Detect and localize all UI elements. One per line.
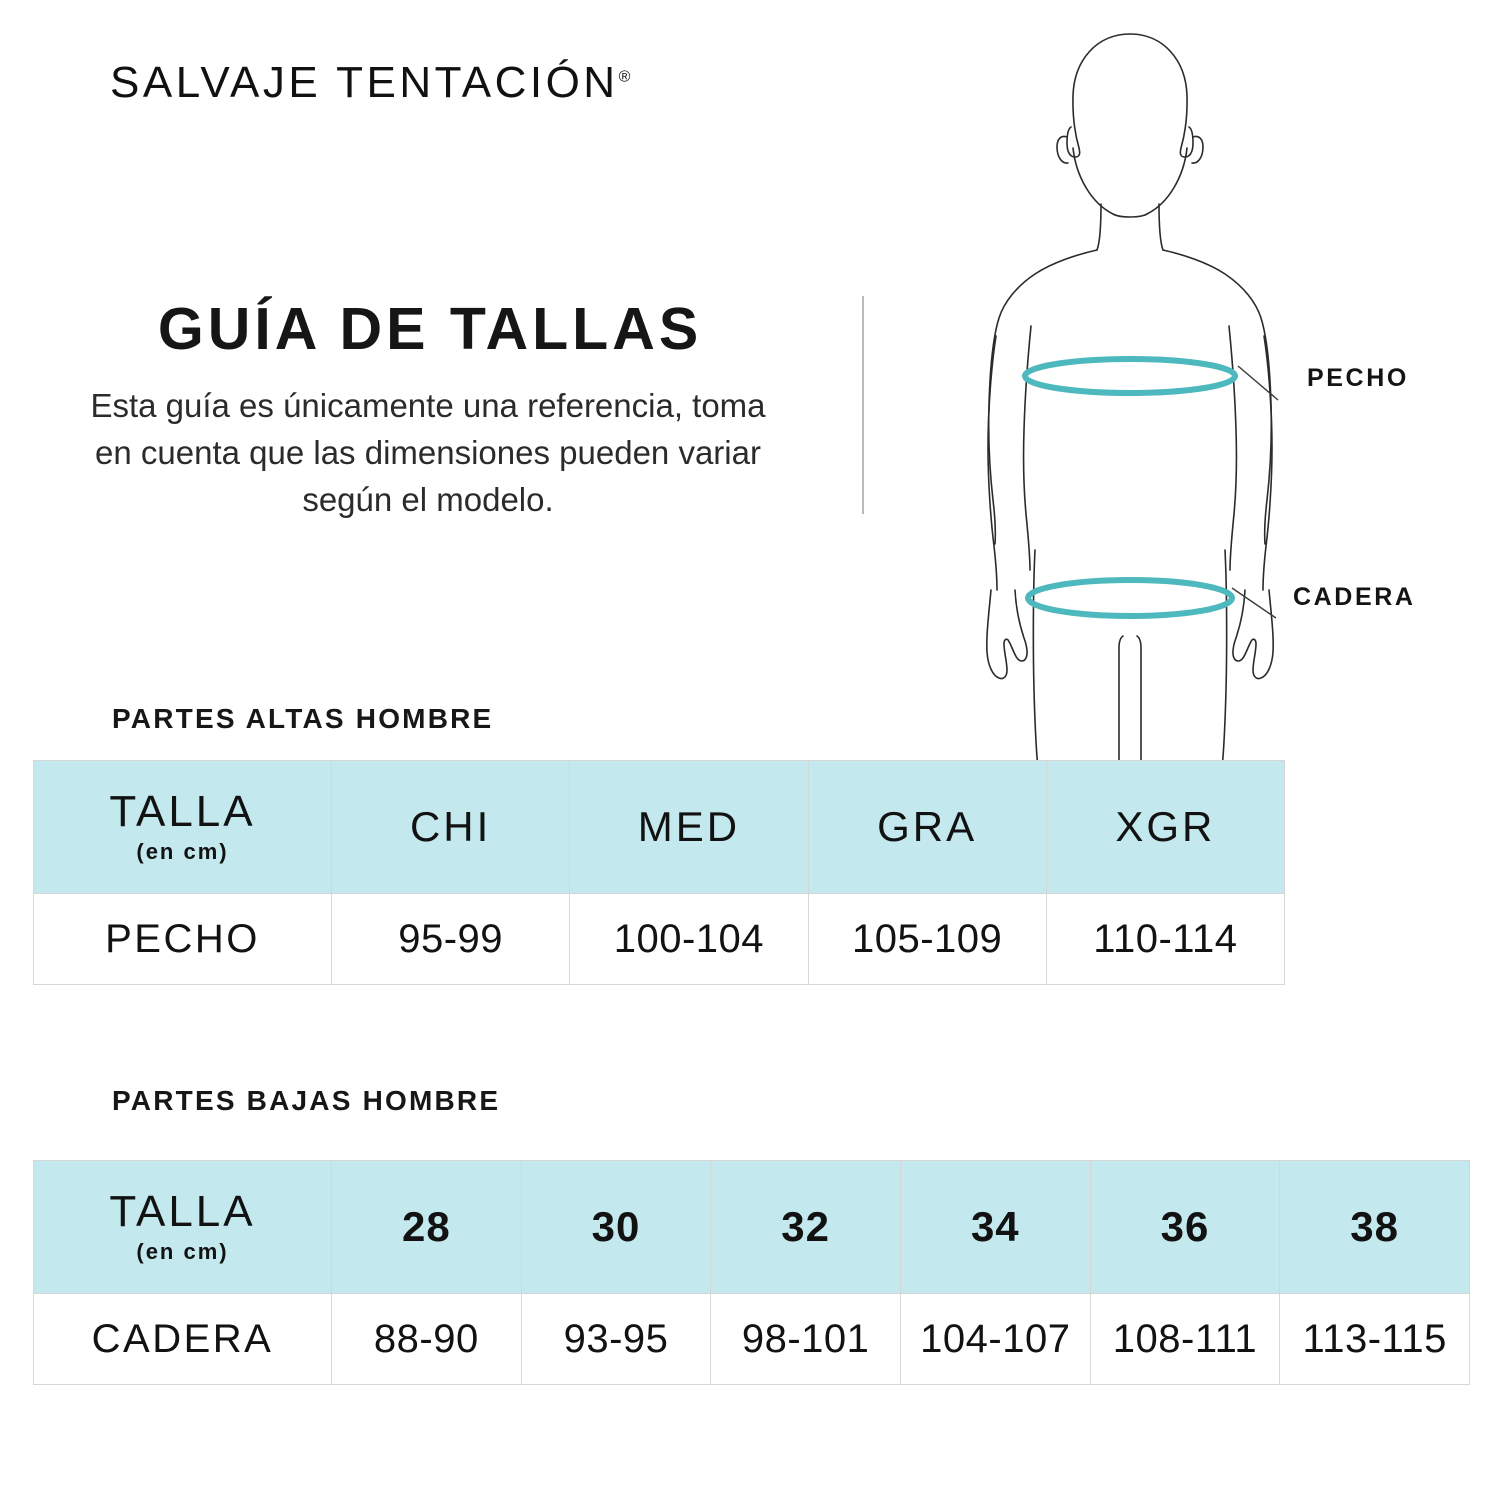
- header-size-label: XGR: [1115, 803, 1216, 850]
- header-cell-size-34: 34: [899, 1160, 1091, 1294]
- hip-measure-band: [1025, 577, 1235, 619]
- measure-name: CADERA: [91, 1316, 274, 1361]
- table-header-row: TALLA (en cm) CHI MED GRA XGR: [33, 760, 1286, 894]
- measure-value: 100-104: [613, 916, 765, 961]
- size-table-lower: TALLA (en cm) 28 30 32 34 36 38 CADERA 8…: [33, 1160, 1470, 1385]
- row-label-pecho: PECHO: [33, 893, 332, 985]
- cell-cadera-38: 113-115: [1279, 1293, 1470, 1385]
- header-size-label: 38: [1350, 1203, 1399, 1250]
- measure-value: 104-107: [920, 1316, 1071, 1361]
- cell-cadera-34: 104-107: [899, 1293, 1091, 1385]
- vertical-divider: [862, 296, 864, 514]
- measure-value: 110-114: [1093, 916, 1238, 961]
- measure-value: 88-90: [373, 1316, 479, 1361]
- pecho-leader-line: [1237, 365, 1279, 401]
- measure-value: 108-111: [1112, 1316, 1258, 1361]
- row-label-cadera: CADERA: [33, 1293, 332, 1385]
- cell-pecho-gra: 105-109: [807, 893, 1047, 985]
- header-cell-size-med: MED: [569, 760, 809, 894]
- measure-value: 105-109: [851, 916, 1003, 961]
- measure-value: 93-95: [563, 1316, 669, 1361]
- figure-label-pecho: PECHO: [1307, 364, 1409, 392]
- measure-value: 95-99: [398, 916, 504, 961]
- body-figure-illustration: [930, 18, 1330, 778]
- brand-name: SALVAJE TENTACIÓN: [110, 58, 619, 107]
- table-header-row: TALLA (en cm) 28 30 32 34 36 38: [33, 1160, 1470, 1294]
- section-caption-upper: PARTES ALTAS HOMBRE: [112, 703, 494, 734]
- header-talla-unit: (en cm): [136, 1239, 229, 1264]
- brand-logo: SALVAJE TENTACIÓN®: [110, 58, 630, 108]
- section-caption-lower: PARTES BAJAS HOMBRE: [112, 1085, 501, 1116]
- header-talla-label: TALLA: [109, 1187, 256, 1236]
- header-size-label: GRA: [877, 803, 978, 850]
- header-cell-size-xgr: XGR: [1045, 760, 1286, 894]
- figure-label-cadera: CADERA: [1293, 583, 1416, 611]
- cell-cadera-36: 108-111: [1089, 1293, 1281, 1385]
- measure-value: 113-115: [1302, 1316, 1447, 1361]
- registered-mark-icon: ®: [618, 68, 631, 86]
- size-table-upper: TALLA (en cm) CHI MED GRA XGR PECHO 95-9…: [33, 760, 1286, 985]
- table-row: CADERA 88-90 93-95 98-101 104-107 108-11…: [33, 1293, 1470, 1385]
- header-size-label: 34: [970, 1203, 1020, 1250]
- cadera-leader-line: [1231, 587, 1277, 619]
- header-size-label: 32: [781, 1203, 830, 1250]
- cell-pecho-chi: 95-99: [330, 893, 571, 985]
- page-title: GUÍA DE TALLAS: [157, 296, 703, 362]
- header-size-label: MED: [637, 803, 741, 850]
- header-cell-size-32: 32: [710, 1160, 901, 1294]
- header-cell-size-38: 38: [1279, 1160, 1470, 1294]
- cell-cadera-28: 88-90: [331, 1293, 522, 1385]
- chest-measure-band: [1022, 356, 1238, 396]
- header-cell-size-36: 36: [1089, 1160, 1281, 1294]
- header-cell-size-28: 28: [331, 1160, 522, 1294]
- header-size-label: 30: [591, 1203, 641, 1250]
- header-cell-size-gra: GRA: [807, 760, 1047, 894]
- page-description: Esta guía es únicamente una referencia, …: [90, 387, 766, 518]
- cell-cadera-32: 98-101: [710, 1293, 901, 1385]
- measure-name: PECHO: [105, 916, 260, 961]
- header-cell-size-chi: CHI: [330, 760, 571, 894]
- header-cell-talla: TALLA (en cm): [33, 1160, 332, 1294]
- header-size-label: 36: [1160, 1203, 1210, 1250]
- header-cell-talla: TALLA (en cm): [33, 760, 332, 894]
- header-size-label: 28: [401, 1203, 451, 1250]
- cell-pecho-med: 100-104: [569, 893, 809, 985]
- header-size-label: CHI: [409, 803, 492, 850]
- header-talla-unit: (en cm): [136, 839, 229, 864]
- cell-cadera-30: 93-95: [520, 1293, 712, 1385]
- cell-pecho-xgr: 110-114: [1045, 893, 1286, 985]
- header-talla-label: TALLA: [109, 787, 256, 836]
- header-cell-size-30: 30: [520, 1160, 712, 1294]
- table-row: PECHO 95-99 100-104 105-109 110-114: [33, 893, 1286, 985]
- measure-value: 98-101: [741, 1316, 870, 1361]
